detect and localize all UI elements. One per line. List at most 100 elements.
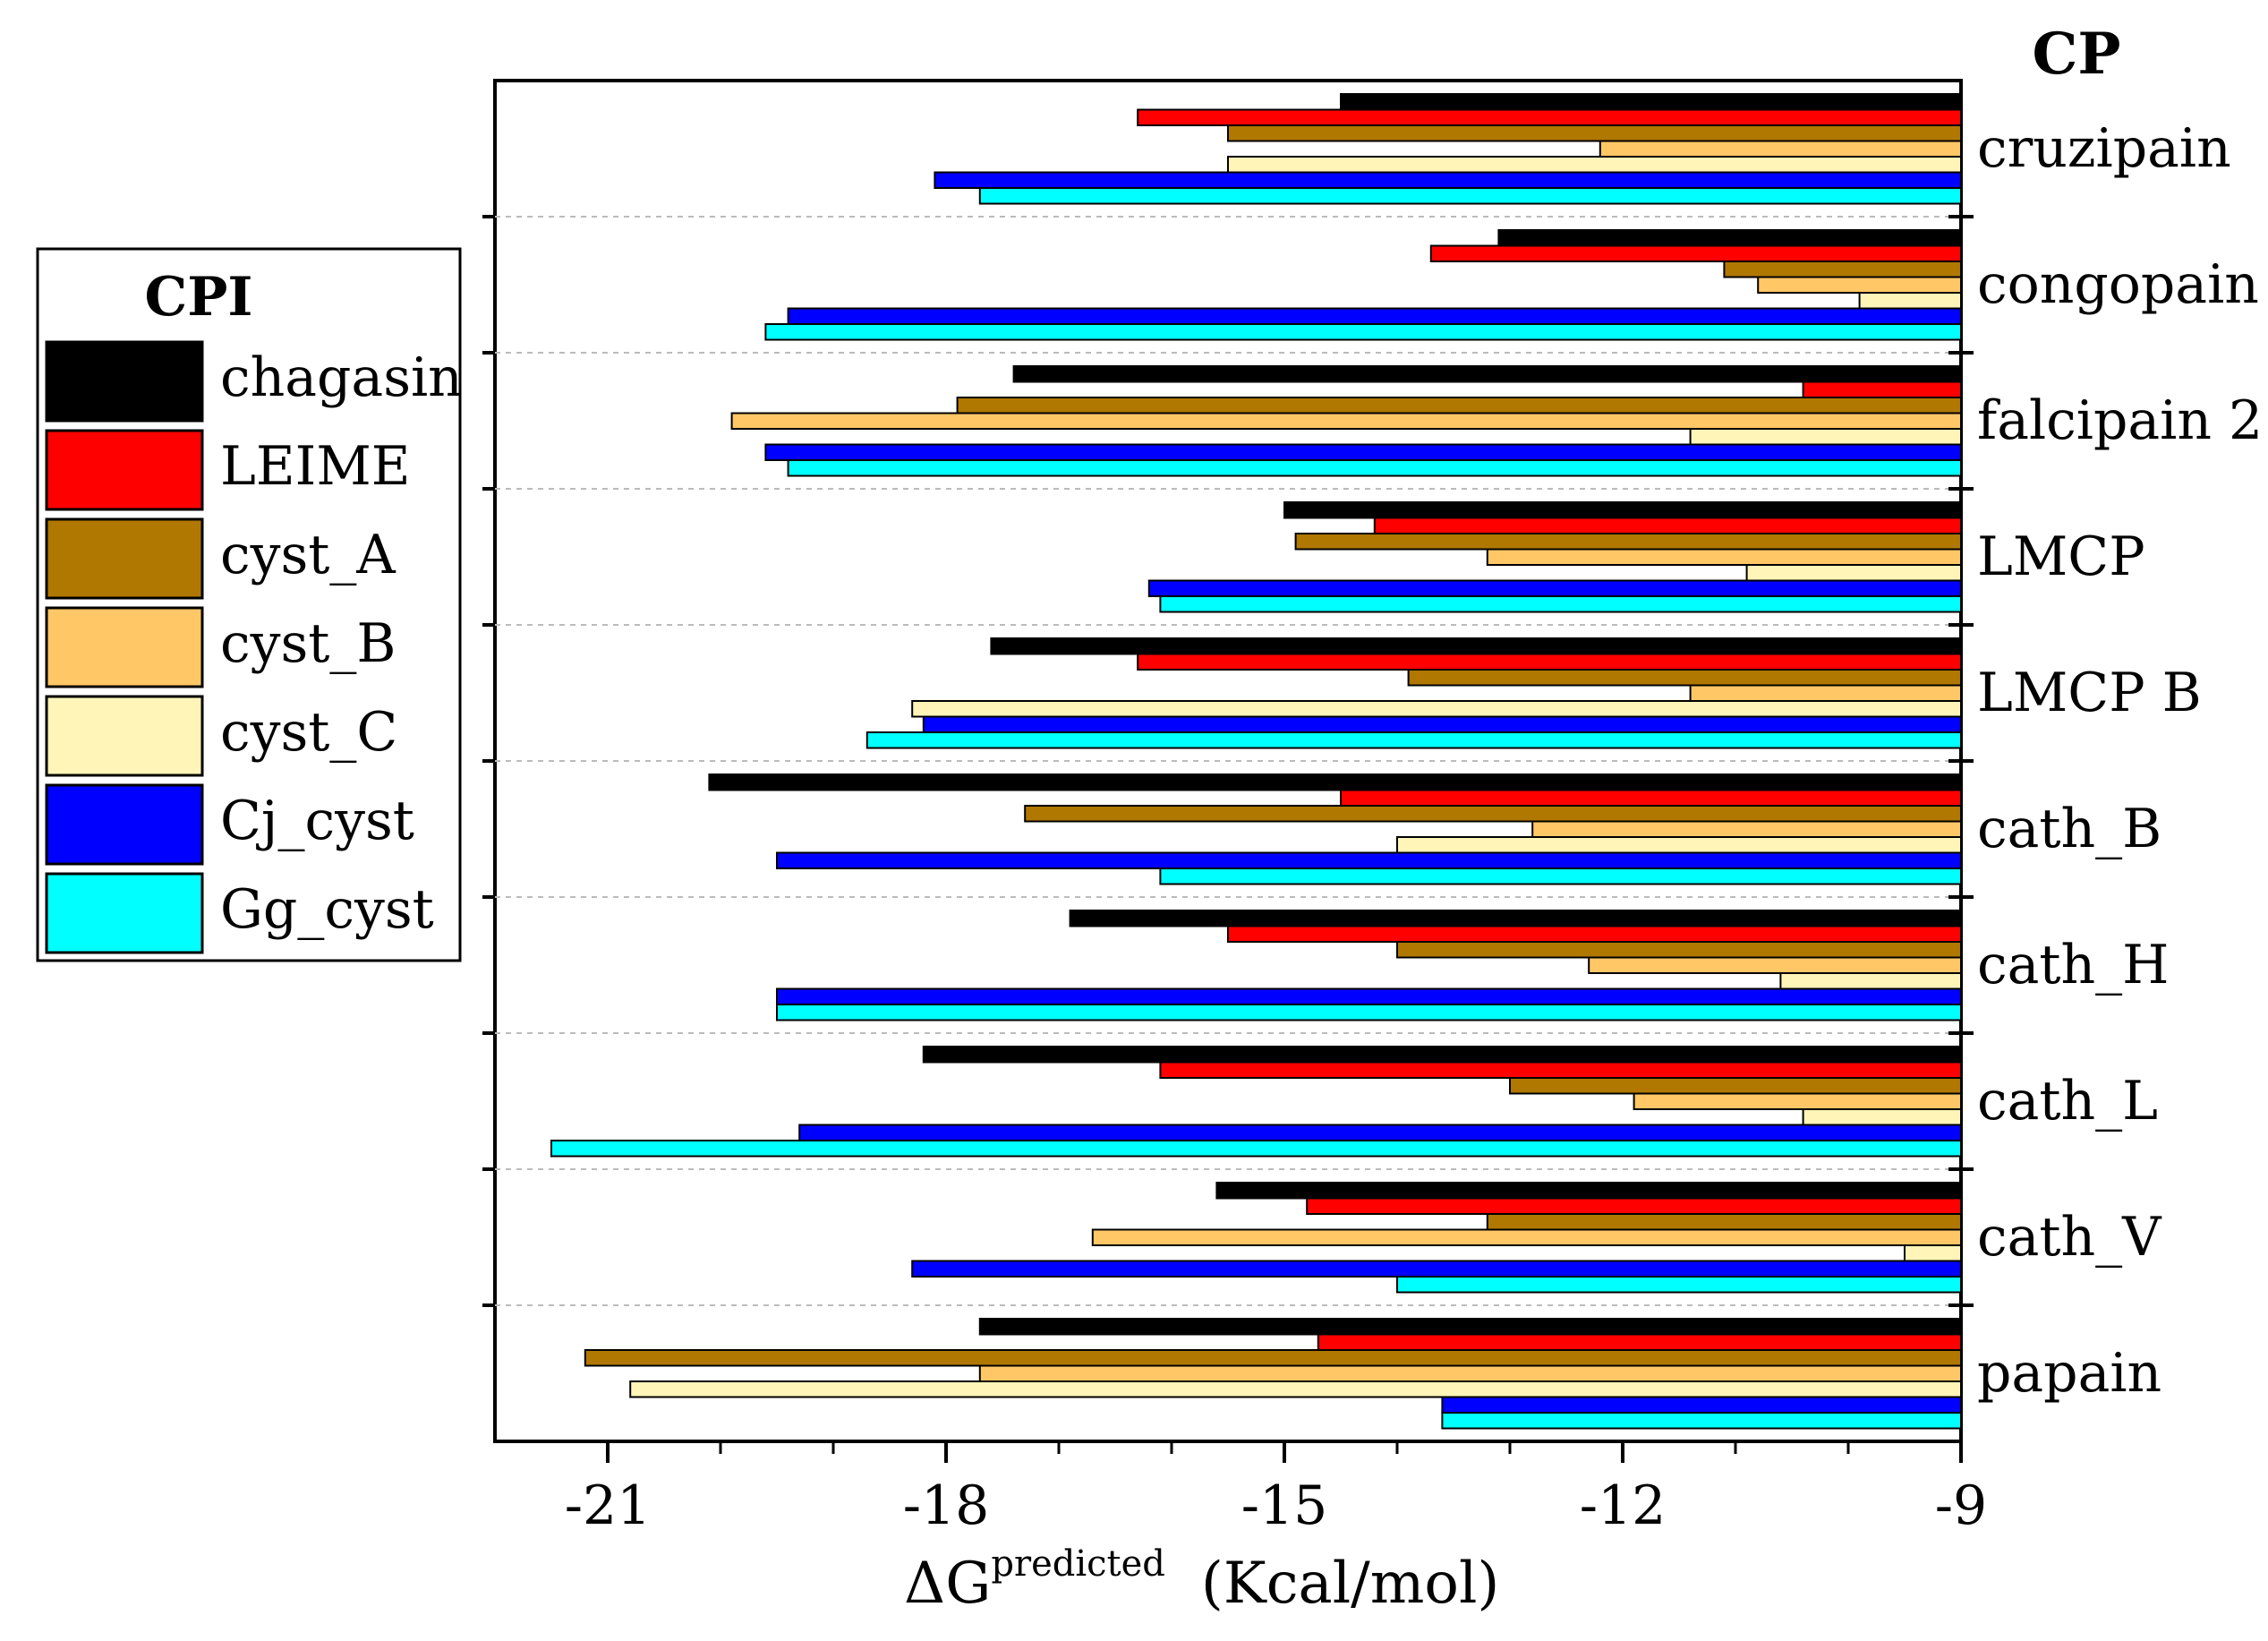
category-axis-title: CP: [2032, 21, 2120, 88]
category-label: papain: [1977, 1342, 2161, 1405]
legend: CPI chagasin LEIME cyst_A cyst_B cyst_C Cj_cy…: [36, 247, 463, 962]
x-axis-label-symbol: ΔG: [904, 1551, 991, 1617]
bar-Cj_cyst: [798, 1124, 1963, 1141]
bar-Gg_cyst: [1441, 1412, 1962, 1430]
legend-swatch: [45, 429, 204, 511]
legend-title: CPI: [145, 266, 253, 329]
bar-Gg_cyst: [978, 187, 1962, 205]
bar-series: [550, 93, 1963, 1430]
bar-LEIME: [1137, 108, 1962, 126]
legend-label: cyst_A: [220, 524, 396, 586]
x-tick-label: -21: [565, 1474, 652, 1537]
category-label: cath_B: [1977, 798, 2161, 860]
bar-cyst_A: [1486, 1213, 1963, 1231]
bar-chagasin: [1069, 910, 1962, 927]
bar-cyst_B: [1599, 140, 1963, 158]
bar-cyst_B: [1757, 276, 1962, 294]
bar-Cj_cyst: [1147, 579, 1963, 597]
bar-chagasin: [1215, 1182, 1962, 1200]
category-label: cath_L: [1977, 1070, 2158, 1132]
bar-Cj_cyst: [1441, 1396, 1962, 1414]
legend-items: chagasin LEIME cyst_A cyst_B cyst_C Cj_cyst Gg…: [45, 340, 463, 954]
bar-cyst_C: [1227, 156, 1962, 174]
bar-chagasin: [978, 1318, 1962, 1336]
bar-chagasin: [922, 1046, 1962, 1064]
category-ticks: [482, 215, 1974, 1307]
bar-cyst_C: [1858, 292, 1963, 310]
category-gridlines: [495, 216, 1961, 1306]
bar-chagasin: [708, 773, 1962, 791]
x-axis-label-unit: (Kcal/mol): [1201, 1551, 1499, 1617]
bar-chagasin: [990, 637, 1962, 655]
bar-cyst_B: [1689, 684, 1962, 702]
bar-cyst_C: [1745, 564, 1962, 582]
x-axis-label-superscript: predicted: [991, 1543, 1165, 1585]
bar-Gg_cyst: [550, 1140, 1962, 1158]
bar-Cj_cyst: [776, 987, 1962, 1005]
category-label: LMCP: [1977, 526, 2145, 588]
bar-cyst_C: [629, 1380, 1963, 1398]
legend-swatch: [45, 695, 204, 777]
x-axis-label: ΔGpredicted (Kcal/mol): [904, 1543, 1499, 1617]
bar-LEIME: [1429, 244, 1963, 262]
legend-label: chagasin: [220, 346, 463, 409]
bar-cyst_C: [911, 700, 1963, 718]
bar-LEIME: [1340, 789, 1962, 807]
bar-cyst_C: [1396, 836, 1962, 854]
legend-swatch: [45, 606, 204, 688]
bar-chagasin: [1012, 365, 1962, 383]
legend-swatch: [45, 783, 204, 866]
bar-cyst_A: [1294, 533, 1962, 551]
bar-Cj_cyst: [787, 307, 1962, 325]
bar-chagasin: [1497, 229, 1962, 247]
bar-Gg_cyst: [1159, 868, 1962, 885]
bar-cyst_A: [1407, 669, 1962, 687]
category-labels: cruzipain congopain falcipain 2 LMCP LMCP B c…: [1977, 117, 2263, 1405]
bar-Cj_cyst: [764, 443, 1962, 461]
category-label: cruzipain: [1977, 117, 2231, 180]
bar-cyst_B: [1486, 548, 1963, 566]
bar-LEIME: [1802, 380, 1962, 398]
bar-cyst_B: [1588, 956, 1962, 974]
legend-label: Gg_cyst: [220, 878, 434, 941]
bar-cyst_A: [1227, 124, 1962, 142]
bar-cyst_A: [1396, 941, 1962, 959]
x-tick-label: -15: [1241, 1474, 1328, 1537]
legend-label: LEIME: [220, 435, 411, 498]
bar-Gg_cyst: [1396, 1276, 1962, 1294]
bar-cyst_A: [1024, 805, 1962, 823]
legend-swatch: [45, 517, 204, 600]
legend-swatch: [45, 872, 204, 954]
bar-cyst_B: [978, 1364, 1962, 1382]
bar-Gg_cyst: [764, 323, 1962, 341]
bar-LEIME: [1227, 925, 1962, 943]
category-label: cath_H: [1977, 934, 2169, 996]
bar-LEIME: [1137, 653, 1962, 671]
bar-cyst_C: [1904, 1244, 1962, 1262]
bar-cyst_B: [1633, 1092, 1962, 1110]
bar-LEIME: [1317, 1333, 1963, 1351]
bar-cyst_B: [1531, 820, 1962, 838]
category-label: cath_V: [1977, 1206, 2162, 1269]
bar-Gg_cyst: [776, 1004, 1962, 1021]
bar-LEIME: [1373, 517, 1963, 534]
bar-cyst_C: [1779, 972, 1963, 990]
bar-chagasin: [1340, 93, 1962, 111]
bar-cyst_B: [730, 412, 1962, 430]
bar-LEIME: [1159, 1061, 1962, 1079]
legend-label: cyst_B: [220, 612, 396, 675]
bar-cyst_A: [584, 1349, 1962, 1367]
x-axis: -21 -18 -15 -12 -9: [565, 1441, 1987, 1537]
x-tick-label: -12: [1580, 1474, 1667, 1537]
legend-label: Cj_cyst: [220, 790, 414, 852]
bar-cyst_A: [1723, 261, 1963, 278]
category-label: LMCP B: [1977, 662, 2202, 724]
bar-cyst_A: [1509, 1077, 1962, 1095]
legend-label: cyst_C: [220, 701, 397, 764]
bar-LEIME: [1306, 1197, 1962, 1215]
bar-Cj_cyst: [934, 171, 1962, 189]
x-tick-label: -9: [1935, 1474, 1987, 1537]
x-tick-label: -18: [903, 1474, 990, 1537]
bar-chagasin: [1283, 501, 1962, 519]
